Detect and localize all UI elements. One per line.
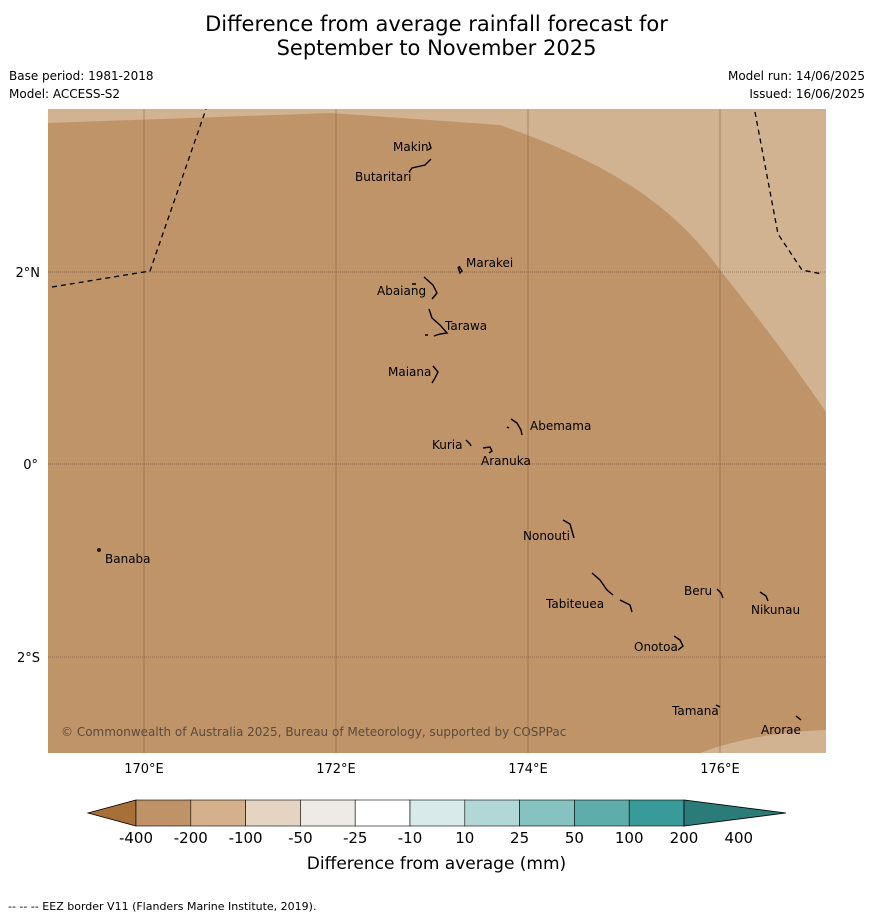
island-banaba xyxy=(97,548,101,552)
island-nonouti xyxy=(562,519,575,539)
issued-date: Issued: 16/06/2025 xyxy=(749,87,865,101)
colorbar-title: Difference from average (mm) xyxy=(306,854,567,874)
island-arorae xyxy=(795,715,802,721)
label-nikunau: Nikunau xyxy=(751,603,800,617)
label-kuria: Kuria xyxy=(432,438,463,452)
colorbar-tick-label: -200 xyxy=(173,829,208,847)
lat-tick-2s: 2°S xyxy=(17,651,40,666)
colorbar-tick-label: -25 xyxy=(342,829,368,847)
island-maiana xyxy=(431,365,439,384)
label-beru: Beru xyxy=(684,584,712,598)
lat-tick-0: 0° xyxy=(23,458,38,473)
label-aranuka: Aranuka xyxy=(481,454,531,468)
island-tabiteuea xyxy=(591,572,633,613)
colorbar-tick-label: -100 xyxy=(228,829,263,847)
label-makin: Makin xyxy=(393,140,429,154)
island-aranuka xyxy=(482,446,493,454)
label-abemama: Abemama xyxy=(530,419,591,433)
model-run: Model run: 14/06/2025 xyxy=(727,69,865,83)
lat-tick-2n: 2°N xyxy=(16,266,41,281)
footnote: -- -- -- EEZ border V11 (Flanders Marine… xyxy=(8,900,317,913)
grid-lat xyxy=(48,271,826,658)
island-butaritari xyxy=(408,158,432,173)
colorbar-swatch xyxy=(519,799,575,827)
label-maiana: Maiana xyxy=(388,365,431,379)
region-light-bottomright xyxy=(700,730,826,753)
lat-ticks: 2°N 0° 2°S xyxy=(16,266,41,666)
label-banaba: Banaba xyxy=(105,552,151,566)
colorbar-swatch xyxy=(135,799,192,827)
label-onotoa: Onotoa xyxy=(634,640,678,654)
meta-right: Model run: 14/06/2025 Issued: 16/06/2025 xyxy=(728,67,865,103)
island-nikunau xyxy=(759,591,769,602)
eez-border xyxy=(51,108,823,288)
label-nonouti: Nonouti xyxy=(523,529,570,543)
lon-tick-170: 170°E xyxy=(124,762,164,777)
island-abaiang xyxy=(412,276,438,300)
copyright-text: © Commonwealth of Australia 2025, Bureau… xyxy=(61,725,566,739)
chart-title: Difference from average rainfall forecas… xyxy=(0,12,873,60)
colorbar-swatch xyxy=(574,799,630,827)
meta-left: Base period: 1981-2018 Model: ACCESS-S2 xyxy=(9,67,154,103)
title-line-2: September to November 2025 xyxy=(276,36,597,60)
label-marakei: Marakei xyxy=(466,256,513,270)
model-name: Model: ACCESS-S2 xyxy=(9,87,121,101)
island-marakei xyxy=(457,265,463,275)
island-beru xyxy=(716,588,724,599)
label-abaiang: Abaiang xyxy=(377,284,426,298)
label-tabiteuea: Tabiteuea xyxy=(545,597,604,611)
grid xyxy=(143,109,721,753)
lon-ticks: 170°E 172°E 174°E 176°E xyxy=(124,762,740,777)
colorbar xyxy=(86,799,787,827)
island-kuria xyxy=(465,439,472,447)
place-labels: Makin Butaritari Marakei Abaiang Tarawa … xyxy=(105,140,801,737)
colorbar-swatch xyxy=(300,799,356,827)
eez-border-east xyxy=(754,111,823,275)
label-tamana: Tamana xyxy=(671,704,719,718)
colorbar-swatch xyxy=(245,799,301,827)
island-tarawa xyxy=(425,308,449,337)
island-onotoa xyxy=(673,635,684,651)
colorbar-extend-high xyxy=(683,799,787,827)
eez-border-west xyxy=(51,108,207,288)
lon-tick-176: 176°E xyxy=(700,762,740,777)
colorbar-tick-label: -10 xyxy=(397,829,423,847)
colorbar-swatch xyxy=(409,799,466,827)
colorbar-tick-label: 400 xyxy=(724,829,754,847)
title-line-1: Difference from average rainfall forecas… xyxy=(205,12,668,36)
colorbar-tick-label: 50 xyxy=(564,829,584,847)
island-makin xyxy=(427,141,432,151)
colorbar-extend-low xyxy=(86,799,137,827)
colorbar-swatch xyxy=(464,799,520,827)
colorbar-swatch xyxy=(354,799,411,827)
label-tarawa: Tarawa xyxy=(444,319,487,333)
colorbar-tick-label: 200 xyxy=(669,829,699,847)
colorbar-tick-label: 25 xyxy=(510,829,530,847)
islands xyxy=(97,141,802,721)
colorbar-tick-label: -50 xyxy=(288,829,313,847)
region-light-topright xyxy=(48,109,826,412)
colorbar-swatch xyxy=(628,799,685,827)
island-tamana xyxy=(715,704,721,708)
colorbar-tick-label: 100 xyxy=(614,829,644,847)
lon-tick-174: 174°E xyxy=(508,762,548,777)
colorbar-tick-label: 10 xyxy=(455,829,475,847)
colorbar-swatch xyxy=(190,799,246,827)
colorbar-tick-label: -400 xyxy=(118,829,154,847)
base-period: Base period: 1981-2018 xyxy=(9,69,154,83)
label-butaritari: Butaritari xyxy=(355,170,412,184)
label-arorae: Arorae xyxy=(761,723,801,737)
island-abemama xyxy=(506,418,523,436)
lon-tick-172: 172°E xyxy=(316,762,356,777)
